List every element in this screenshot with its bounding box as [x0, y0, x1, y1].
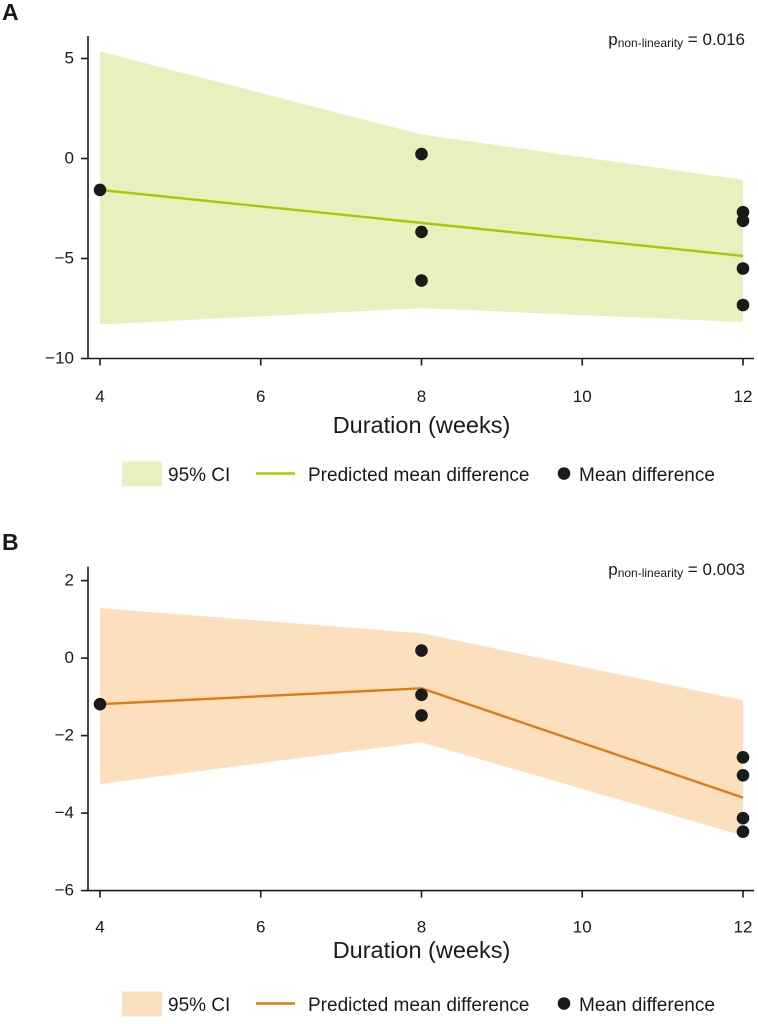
svg-text:4: 4: [95, 387, 104, 406]
svg-text:4: 4: [95, 918, 104, 937]
svg-text:10: 10: [573, 387, 592, 406]
svg-text:−10: −10: [45, 349, 74, 368]
svg-text:−6: −6: [55, 881, 74, 900]
svg-text:95% CI: 95% CI: [168, 465, 230, 486]
svg-text:Predicted mean difference: Predicted mean difference: [308, 465, 529, 486]
svg-text:A: A: [2, 0, 19, 25]
svg-text:8: 8: [417, 387, 426, 406]
svg-text:Mean difference: Mean difference: [579, 995, 715, 1016]
svg-text:Mean difference: Mean difference: [579, 465, 715, 486]
svg-text:−2: −2: [55, 726, 74, 745]
svg-text:0: 0: [65, 149, 74, 168]
svg-text:−4: −4: [55, 803, 74, 822]
svg-text:Duration (weeks): Duration (weeks): [333, 937, 511, 963]
svg-text:B: B: [2, 529, 19, 555]
svg-text:5: 5: [65, 49, 74, 68]
svg-text:8: 8: [417, 918, 426, 937]
svg-text:6: 6: [256, 918, 265, 937]
svg-text:6: 6: [256, 387, 265, 406]
svg-text:−5: −5: [55, 249, 74, 268]
svg-text:Duration (weeks): Duration (weeks): [333, 412, 511, 438]
svg-text:Predicted mean difference: Predicted mean difference: [308, 995, 529, 1016]
svg-text:2: 2: [65, 571, 74, 590]
svg-text:0: 0: [65, 648, 74, 667]
svg-text:12: 12: [734, 387, 753, 406]
svg-text:95% CI: 95% CI: [168, 995, 230, 1016]
svg-text:12: 12: [734, 918, 753, 937]
svg-text:10: 10: [573, 918, 592, 937]
